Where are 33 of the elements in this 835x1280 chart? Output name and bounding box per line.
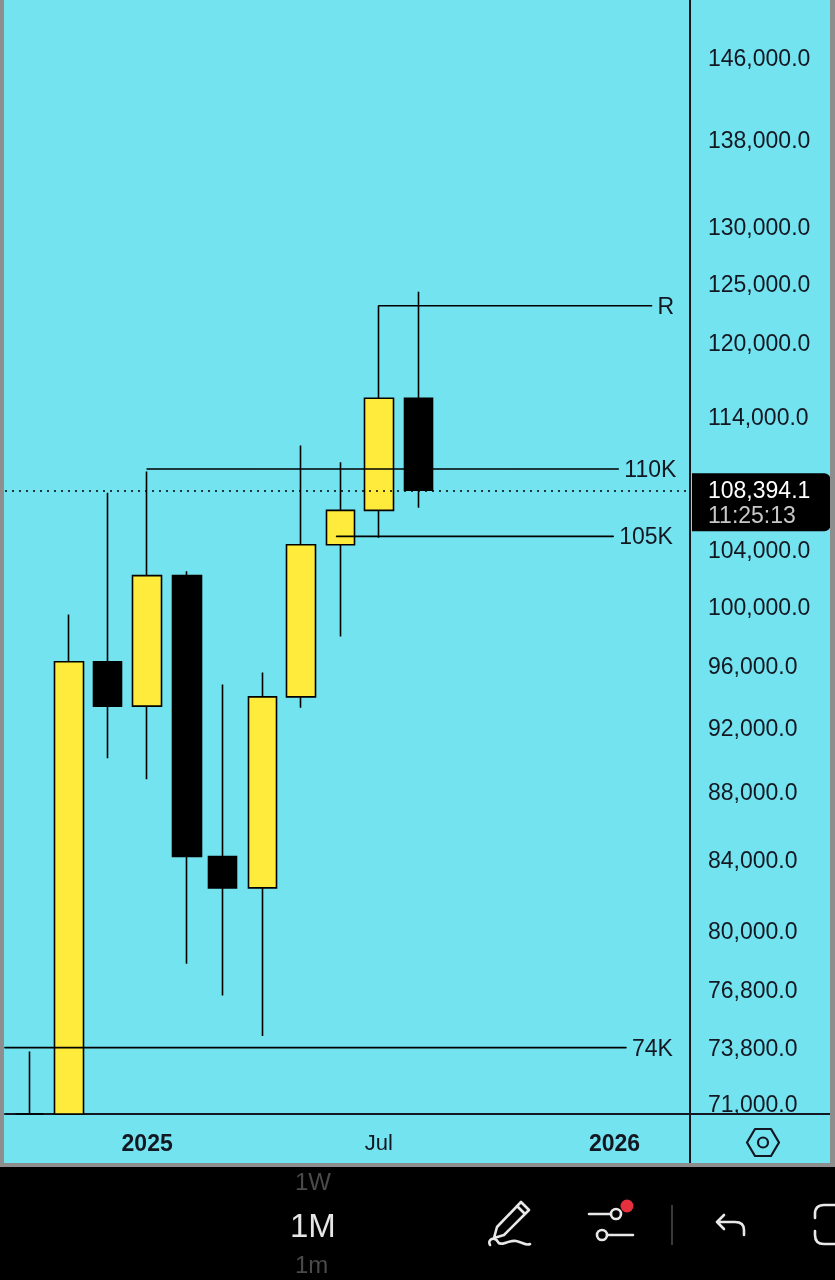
y-tick-label: 88,000.0 — [708, 779, 798, 806]
x-tick-label: 2025 — [121, 1129, 173, 1156]
ref-line-label: 108,394.1 — [708, 476, 811, 503]
y-tick-label: 71,000.0 — [708, 1090, 798, 1117]
candlestick — [92, 492, 123, 760]
y-tick-label: 125,000.0 — [708, 270, 811, 297]
text: 1W — [295, 1168, 331, 1195]
candlestick — [247, 671, 278, 1037]
y-tick-label: 130,000.0 — [708, 213, 811, 240]
candlestick — [207, 683, 238, 997]
y-tick-label: 114,000.0 — [708, 404, 809, 431]
x-tick-label: 2026 — [588, 1129, 641, 1156]
y-tick-label: 80,000.0 — [708, 917, 798, 944]
series-label: 105K — [619, 523, 674, 550]
y-tick-label: 104,000.0 — [708, 537, 811, 564]
candlestick — [171, 570, 203, 965]
y-tick-label: 92,000.0 — [708, 715, 798, 742]
series-label: R — [657, 292, 675, 319]
text: 11:25:13 — [708, 501, 796, 528]
y-tick-label: 73,800.0 — [708, 1034, 798, 1061]
series-label: 74K — [631, 1034, 674, 1061]
y-tick-label: 100,000.0 — [708, 594, 811, 621]
y-tick-label: 146,000.0 — [708, 45, 811, 72]
y-tick-label: 76,800.0 — [708, 976, 798, 1003]
series-label: 110K — [624, 455, 677, 482]
y-tick-label: 84,000.0 — [708, 846, 798, 873]
y-tick-label: 120,000.0 — [708, 329, 811, 356]
x-tick-label: Jul — [364, 1129, 393, 1155]
candlestick — [14, 1050, 45, 1115]
text: 1M — [290, 1207, 336, 1244]
text: 1m — [295, 1251, 329, 1278]
y-tick-label: 138,000.0 — [708, 127, 811, 154]
y-tick-label: 96,000.0 — [708, 653, 798, 680]
